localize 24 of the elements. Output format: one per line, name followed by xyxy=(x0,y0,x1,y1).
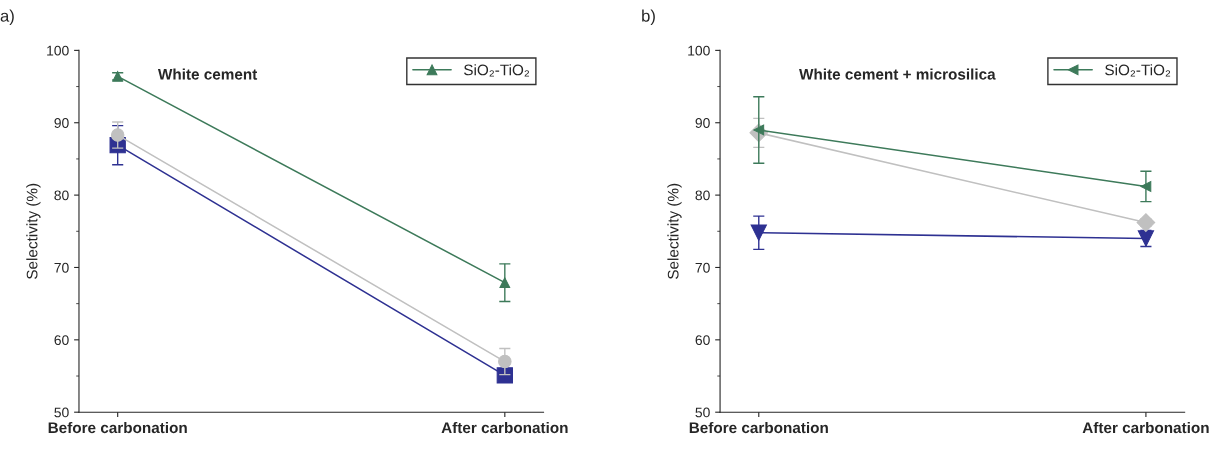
y-axis-title: Selectivity (%) xyxy=(667,183,682,279)
x-tick-label: Before carbonation xyxy=(48,421,187,434)
y-tick-label: 50 xyxy=(695,407,710,418)
y-axis-title: Selectivity (%) xyxy=(26,183,41,279)
y-tick-label: 70 xyxy=(54,262,69,273)
y-tick-label: 80 xyxy=(695,190,710,201)
y-tick-label: 80 xyxy=(54,190,69,201)
y-tick-label: 60 xyxy=(54,335,69,346)
y-tick-label: 90 xyxy=(695,118,710,128)
text: White cement + microsilica xyxy=(799,68,996,80)
x-tick-label: After carbonation xyxy=(1082,421,1209,434)
x-tick-label: After carbonation xyxy=(441,421,568,434)
text: b) xyxy=(642,9,655,26)
y-tick-label: 70 xyxy=(695,262,710,273)
text: a) xyxy=(0,9,14,26)
legend-label: SiO₂-TiO₂ xyxy=(1105,64,1171,77)
y-tick-label: 50 xyxy=(54,407,69,418)
y-tick-label: 60 xyxy=(695,335,710,346)
text: White cement xyxy=(157,68,258,80)
y-tick-label: 100 xyxy=(688,45,710,56)
y-tick-label: 100 xyxy=(47,45,69,56)
legend-label: SiO₂-TiO₂ xyxy=(464,64,530,77)
y-tick-label: 90 xyxy=(54,118,69,128)
x-tick-label: Before carbonation xyxy=(689,421,828,434)
